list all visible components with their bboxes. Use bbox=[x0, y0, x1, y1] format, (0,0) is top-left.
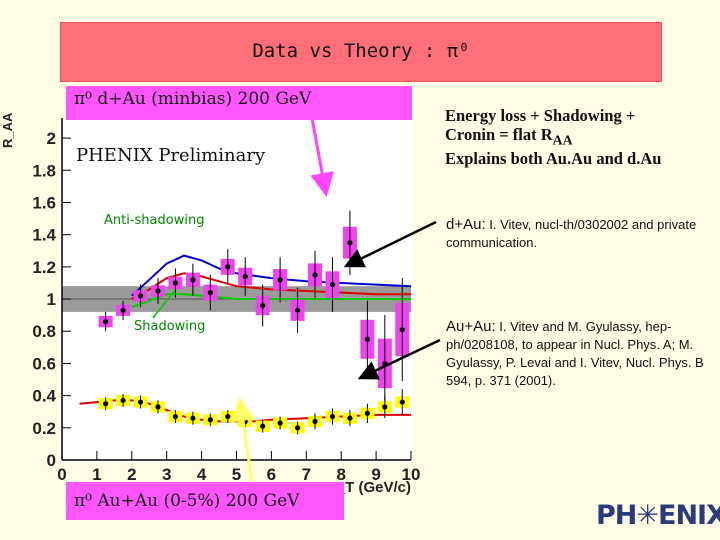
auau-reference-lead: Au+Au: bbox=[446, 318, 496, 335]
auau-point bbox=[347, 415, 353, 421]
x-tick-label: 1 bbox=[92, 465, 101, 484]
auau-series-label: π⁰ Au+Au (0-5%) 200 GeV bbox=[66, 482, 344, 520]
dau-reference: d+Au: I. Vitev, nucl-th/0302002 and priv… bbox=[446, 216, 711, 252]
dau-reference-text: I. Vitev, nucl-th/0302002 and private co… bbox=[446, 217, 697, 250]
auau-point bbox=[260, 423, 266, 429]
x-tick-label: 5 bbox=[232, 465, 241, 484]
dau-point bbox=[137, 293, 144, 299]
x-tick-label: 6 bbox=[267, 465, 276, 484]
dau-point bbox=[294, 307, 301, 313]
dau-point bbox=[207, 290, 213, 296]
y-tick-label: 0 bbox=[47, 451, 56, 470]
dau-point bbox=[155, 288, 161, 294]
auau-reference: Au+Au: I. Vitev and M. Gyulassy, hep-ph/… bbox=[446, 318, 711, 390]
energy-note-line2: Cronin = flat RAA bbox=[445, 125, 715, 149]
dau-reference-lead: d+Au: bbox=[446, 216, 486, 233]
y-tick-label: 1.6 bbox=[32, 193, 56, 212]
dau-point bbox=[242, 273, 248, 280]
y-tick-label: 1.4 bbox=[32, 226, 56, 245]
auau-point bbox=[225, 413, 231, 420]
dau-point bbox=[399, 327, 405, 333]
x-tick-label: 10 bbox=[402, 465, 421, 484]
phenix-logo-text: PH✳ENIX bbox=[596, 500, 720, 531]
dau-point bbox=[120, 307, 126, 313]
slide-title: Data vs Theory : π⁰ bbox=[252, 40, 470, 62]
y-tick-label: 1.2 bbox=[32, 258, 56, 277]
dau-reference-arrow bbox=[343, 220, 437, 268]
auau-point bbox=[364, 410, 370, 416]
y-tick-label: 0.4 bbox=[32, 387, 56, 406]
y-tick-label: 0.8 bbox=[32, 322, 56, 341]
auau-point bbox=[312, 418, 318, 424]
y-tick-label: 0.2 bbox=[32, 419, 56, 438]
dau-point bbox=[225, 264, 231, 270]
x-tick-label: 8 bbox=[336, 465, 345, 484]
shadowing-pointer bbox=[152, 289, 176, 319]
auau-point bbox=[207, 417, 213, 423]
dau-point bbox=[329, 281, 336, 288]
x-tick-label: 0 bbox=[57, 465, 66, 484]
axes: 0 0.2 0.4 0.6 0.8 1 1.2 1.4 1.6 1.8 2 0 1 2 3 4 5 6 7 8 9 10 R… bbox=[0, 112, 420, 496]
dau-series-label: π⁰ d+Au (minbias) 200 GeV bbox=[66, 86, 412, 120]
x-tick-label: 7 bbox=[302, 465, 311, 484]
y-tick-label: 1 bbox=[47, 290, 56, 309]
dau-point bbox=[260, 302, 266, 309]
dau-point bbox=[347, 240, 353, 246]
dau-point bbox=[277, 277, 283, 283]
energy-note-line3: Explains both Au.Au and d.Au bbox=[445, 149, 662, 169]
y-axis-label: R_AA bbox=[0, 112, 15, 148]
x-tick-label: 9 bbox=[371, 465, 380, 484]
x-tick-label: 4 bbox=[197, 465, 207, 484]
preliminary-annotation: PHENIX Preliminary bbox=[76, 145, 266, 166]
x-axis-label: p_T (GeV/c) bbox=[328, 479, 411, 496]
auau-point bbox=[399, 399, 405, 405]
dau-label-arrow bbox=[310, 117, 334, 197]
auau-point bbox=[155, 404, 161, 410]
y-tick-label: 0.6 bbox=[32, 354, 56, 373]
phenix-logo: PH✳ENIX bbox=[596, 494, 720, 538]
dau-point bbox=[103, 318, 109, 325]
x-tick-label: 3 bbox=[162, 465, 171, 484]
y-tick-label: 2 bbox=[47, 129, 56, 148]
x-tick-label: 2 bbox=[127, 465, 136, 484]
energy-note-line1: Energy loss + Shadowing + bbox=[445, 106, 636, 125]
anti-shadowing-annotation: Anti-shadowing bbox=[104, 213, 204, 228]
dau-point bbox=[190, 277, 196, 283]
y-tick-label: 1.8 bbox=[32, 161, 56, 180]
dau-point bbox=[172, 280, 179, 286]
title-banner: Data vs Theory : π⁰ bbox=[60, 22, 662, 82]
auau-point bbox=[294, 425, 301, 431]
auau-reference-arrow bbox=[357, 338, 441, 380]
auau-point bbox=[137, 399, 144, 405]
auau-point bbox=[172, 413, 179, 420]
energy-loss-note: Energy loss + Shadowing + Cronin = flat … bbox=[445, 106, 715, 168]
auau-series bbox=[98, 389, 410, 435]
auau-point bbox=[329, 413, 336, 420]
auau-point bbox=[120, 397, 126, 404]
callout-arrows bbox=[231, 117, 441, 483]
auau-reference-text: I. Vitev and M. Gyulassy, hep-ph/0208108… bbox=[446, 319, 704, 388]
dau-point bbox=[312, 272, 318, 278]
energy-note-subscript: AA bbox=[552, 132, 573, 148]
dau-point bbox=[364, 336, 370, 342]
auau-point bbox=[277, 420, 283, 426]
auau-point bbox=[382, 404, 388, 410]
energy-note-line2-text: Cronin = flat R bbox=[445, 125, 553, 144]
auau-label-arrow bbox=[231, 397, 255, 483]
shadowing-annotation: Shadowing bbox=[134, 319, 205, 334]
auau-point bbox=[103, 401, 109, 407]
auau-point bbox=[190, 415, 196, 421]
